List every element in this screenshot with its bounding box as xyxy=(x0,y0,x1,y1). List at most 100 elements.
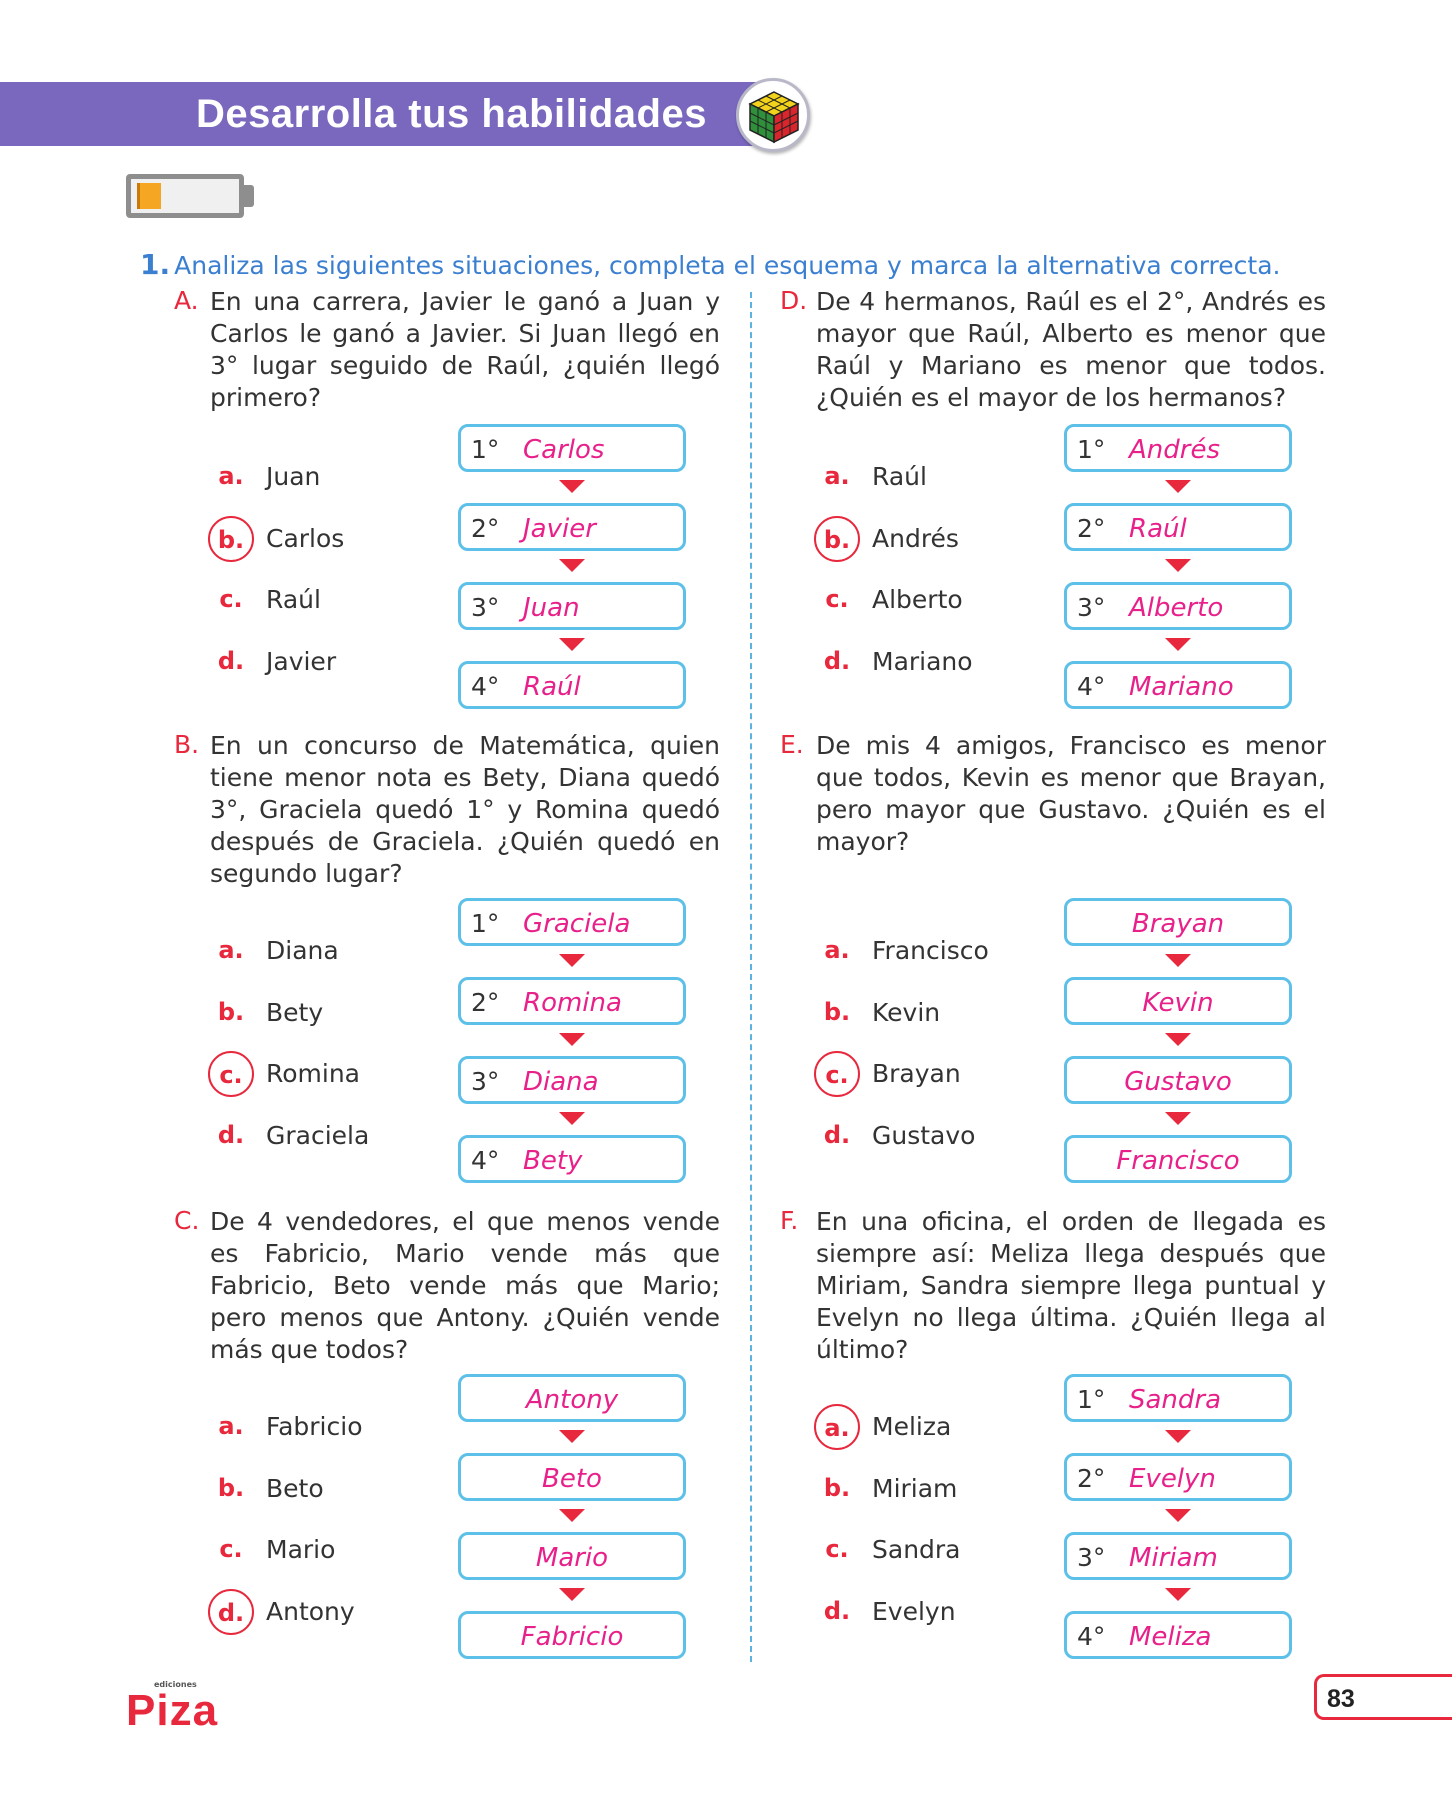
option-d[interactable]: d. Mariano xyxy=(814,639,973,685)
option-d[interactable]: d. Gustavo xyxy=(814,1113,976,1159)
option-label: a. xyxy=(824,936,850,964)
option-d[interactable]: d. Graciela xyxy=(208,1113,369,1159)
scheme-rank: 2° xyxy=(471,988,500,1017)
option-text: Kevin xyxy=(872,997,941,1027)
selected-option-label: a. xyxy=(814,1404,860,1450)
option-a[interactable]: a. Juan xyxy=(208,454,320,500)
option-c[interactable]: c. Raúl xyxy=(208,577,321,623)
down-arrow-icon xyxy=(559,638,585,651)
scheme-name: Fabricio xyxy=(520,1622,624,1652)
scheme-rank: 2° xyxy=(471,514,500,543)
problem-d: D. De 4 hermanos, Raúl es el 2°, Andrés e… xyxy=(780,286,1326,716)
option-b[interactable]: b. Carlos xyxy=(208,515,344,562)
option-label: b. xyxy=(217,997,245,1026)
scheme-name: Alberto xyxy=(1129,593,1224,623)
option-d[interactable]: d. Javier xyxy=(208,639,336,685)
option-c[interactable]: c. Alberto xyxy=(814,577,962,623)
scheme-box-3: 3° Miriam xyxy=(1064,1532,1292,1580)
option-a[interactable]: a. Meliza xyxy=(814,1404,951,1450)
option-text: Meliza xyxy=(872,1412,952,1441)
down-arrow-icon xyxy=(559,1588,585,1601)
option-b[interactable]: b. Bety xyxy=(208,990,323,1036)
option-label: d. xyxy=(217,646,245,675)
scheme-box-4: 4° Mariano xyxy=(1064,661,1292,709)
scheme-box-4: 4° Bety xyxy=(458,1135,686,1183)
scheme-name: Francisco xyxy=(1116,1146,1240,1176)
option-d[interactable]: d. Evelyn xyxy=(814,1589,956,1635)
down-arrow-icon xyxy=(1165,559,1191,572)
down-arrow-icon xyxy=(1165,1509,1191,1522)
option-text: Fabricio xyxy=(266,1412,363,1441)
scheme-rank: 1° xyxy=(471,435,500,464)
option-text: Javier xyxy=(266,646,337,676)
option-c[interactable]: c. Sandra xyxy=(814,1527,960,1573)
option-b[interactable]: b. Beto xyxy=(208,1466,324,1512)
option-a[interactable]: a. Raúl xyxy=(814,454,927,500)
scheme-name: Kevin xyxy=(1142,988,1214,1018)
scheme-rank: 3° xyxy=(1077,1543,1106,1572)
option-text: Mariano xyxy=(872,646,973,676)
option-b[interactable]: b. Miriam xyxy=(814,1466,958,1512)
scheme-name: Graciela xyxy=(523,909,631,939)
logo-small-text: ediciones xyxy=(154,1680,197,1689)
selected-option-label: b. xyxy=(814,515,860,562)
scheme-box-4: 4° Raúl xyxy=(458,661,686,709)
option-text: Graciela xyxy=(266,1120,370,1150)
scheme-box-1: 1° Sandra xyxy=(1064,1374,1292,1422)
scheme-name: Evelyn xyxy=(1129,1464,1216,1494)
option-text: Antony xyxy=(266,1596,355,1626)
down-arrow-icon xyxy=(559,1112,585,1125)
scheme-name: Gustavo xyxy=(1124,1067,1232,1097)
option-c[interactable]: c. Brayan xyxy=(814,1051,961,1097)
option-text: Raúl xyxy=(872,462,927,491)
option-text: Francisco xyxy=(872,936,989,965)
scheme-name: Antony xyxy=(525,1385,619,1415)
scheme-box-4: Francisco xyxy=(1064,1135,1292,1183)
down-arrow-icon xyxy=(559,559,585,572)
down-arrow-icon xyxy=(1165,1112,1191,1125)
selected-option-label: d. xyxy=(208,1588,254,1635)
down-arrow-icon xyxy=(1165,1588,1191,1601)
scheme-rank: 1° xyxy=(1077,1385,1106,1414)
option-label: b. xyxy=(217,1473,245,1502)
problem-c: C. De 4 vendedores, el que menos vende es… xyxy=(174,1206,720,1659)
option-c[interactable]: c. Mario xyxy=(208,1527,335,1573)
option-text: Diana xyxy=(266,936,339,965)
option-b[interactable]: b. Kevin xyxy=(814,990,940,1036)
scheme-name: Mariano xyxy=(1129,672,1234,702)
page-number-tab: 83 xyxy=(1314,1674,1452,1720)
problem-letter: C. xyxy=(174,1206,200,1235)
option-text: Gustavo xyxy=(872,1120,976,1150)
scheme-rank: 3° xyxy=(1077,593,1106,622)
option-label: c. xyxy=(825,1535,849,1563)
logo-text: Piza xyxy=(126,1686,219,1735)
scheme-name: Mario xyxy=(535,1543,609,1573)
scheme-rank: 4° xyxy=(1077,1622,1106,1651)
scheme-name: Sandra xyxy=(1129,1385,1222,1415)
option-text: Miriam xyxy=(872,1473,958,1503)
scheme-box-1: 1° Carlos xyxy=(458,424,686,472)
option-label: a. xyxy=(218,936,244,964)
selected-option-label: b. xyxy=(208,515,254,562)
scheme-name: Romina xyxy=(523,988,622,1018)
option-c[interactable]: c. Romina xyxy=(208,1051,360,1097)
option-a[interactable]: a. Diana xyxy=(208,928,338,974)
option-b[interactable]: b. Andrés xyxy=(814,515,959,562)
down-arrow-icon xyxy=(1165,954,1191,967)
option-a[interactable]: a. Fabricio xyxy=(208,1404,362,1450)
scheme-name: Diana xyxy=(523,1067,599,1097)
page-title: Desarrolla tus habilidades xyxy=(196,92,707,136)
scheme-name: Raúl xyxy=(1129,514,1187,544)
option-a[interactable]: a. Francisco xyxy=(814,928,988,974)
selected-option-label: c. xyxy=(814,1051,860,1097)
header-banner xyxy=(0,82,770,146)
problem-letter: F. xyxy=(780,1206,799,1235)
scheme-rank: 3° xyxy=(471,1067,500,1096)
option-label: a. xyxy=(218,1412,244,1440)
down-arrow-icon xyxy=(1165,638,1191,651)
problem-question: De mis 4 amigos, Francisco es menor que … xyxy=(816,731,1326,856)
down-arrow-icon xyxy=(1165,1033,1191,1046)
option-text: Brayan xyxy=(872,1059,961,1088)
option-label: d. xyxy=(217,1120,245,1149)
option-d[interactable]: d. Antony xyxy=(208,1588,355,1635)
